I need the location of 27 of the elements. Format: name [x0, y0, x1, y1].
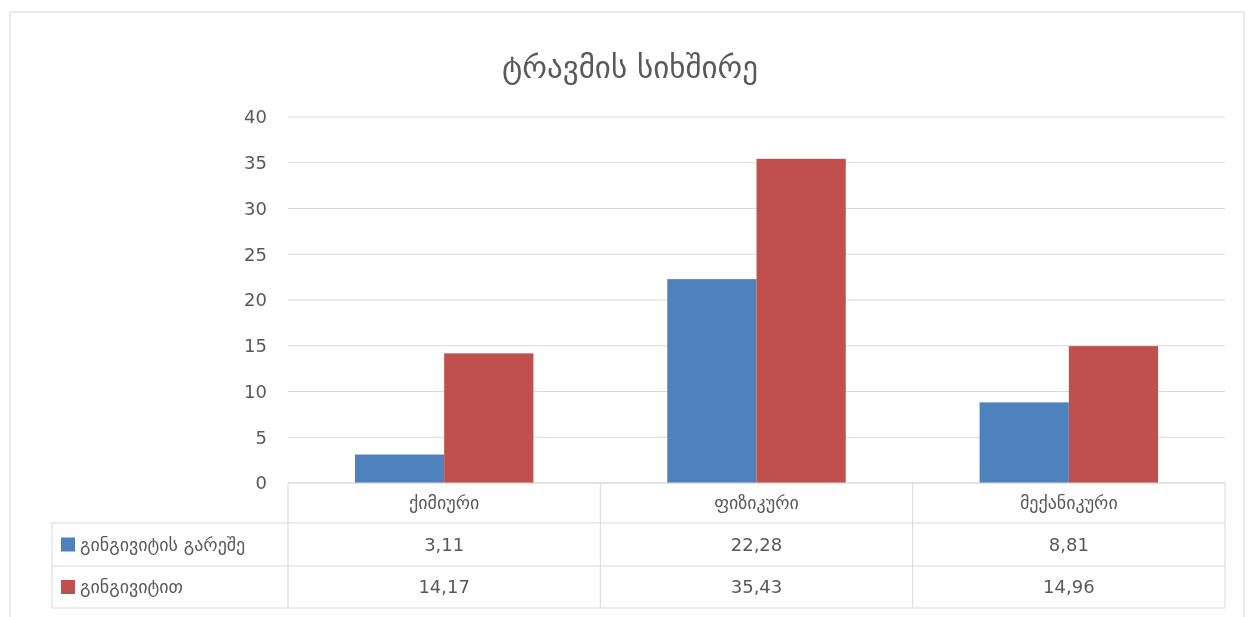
data-label: 35,43	[730, 576, 783, 598]
y-tick-label: 5	[255, 426, 267, 448]
x-tick-label: ქიმიური	[409, 492, 480, 514]
y-tick-label: 30	[244, 197, 267, 219]
y-tick-label: 40	[244, 106, 267, 128]
data-label: 22,28	[730, 533, 783, 555]
y-tick-label: 20	[244, 289, 267, 311]
data-label: 14,17	[418, 576, 470, 598]
x-tick-label: ფიზიკური	[714, 492, 799, 514]
legend-label: გინგივიტით	[80, 576, 184, 598]
bar	[1068, 346, 1159, 483]
data-label: 3,11	[424, 533, 465, 555]
y-tick-label: 15	[244, 335, 267, 357]
x-tick-label: მექანიკური	[1019, 492, 1118, 514]
bar	[979, 402, 1069, 483]
bar	[444, 353, 534, 483]
y-tick-label: 0	[255, 472, 267, 494]
chart-title: ტრავმის სიხშირე	[502, 49, 758, 85]
bar	[756, 158, 846, 483]
data-label: 14,96	[1043, 576, 1095, 598]
y-tick-label: 35	[244, 152, 267, 174]
y-tick-label: 25	[244, 243, 267, 265]
legend-label: გინგივიტის გარეშე	[80, 533, 246, 555]
bar	[667, 279, 757, 483]
bar	[354, 454, 445, 483]
y-tick-label: 10	[244, 380, 267, 402]
data-label: 8,81	[1048, 533, 1089, 555]
